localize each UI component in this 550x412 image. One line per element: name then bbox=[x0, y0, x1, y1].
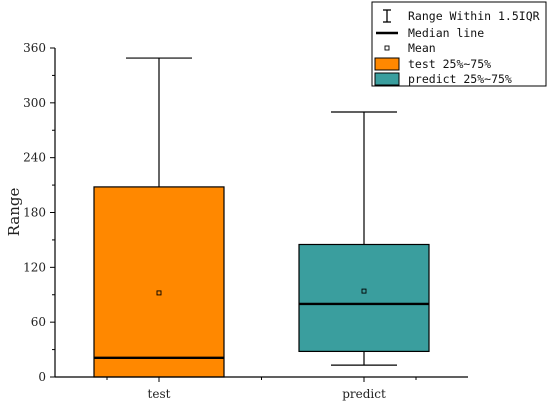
legend-box-swatch bbox=[374, 57, 400, 71]
x-tick-label: predict bbox=[342, 387, 386, 401]
y-ticks: 0 60 120 180 240 300 360 bbox=[23, 41, 55, 384]
box-predict bbox=[298, 111, 430, 366]
legend-box-swatch bbox=[374, 72, 400, 86]
y-tick-label: 360 bbox=[23, 41, 46, 55]
mean-marker bbox=[361, 288, 367, 294]
plot-area bbox=[93, 57, 430, 378]
legend-label: test 25%~75% bbox=[408, 57, 491, 71]
legend-item-whisker: Range Within 1.5IQR bbox=[383, 9, 540, 23]
y-tick-label: 120 bbox=[23, 260, 46, 274]
iqr-box bbox=[93, 186, 225, 378]
legend-item-median: Median line bbox=[376, 26, 484, 40]
y-tick-label: 300 bbox=[23, 96, 46, 110]
legend-label: Mean bbox=[408, 41, 436, 55]
mean-marker bbox=[156, 290, 162, 296]
legend-label: Range Within 1.5IQR bbox=[408, 9, 540, 23]
legend-item-mean: Mean bbox=[384, 41, 436, 55]
y-tick-label: 60 bbox=[31, 315, 46, 329]
y-tick-label: 0 bbox=[38, 370, 46, 384]
legend-label: predict 25%~75% bbox=[408, 72, 512, 86]
iqr-box bbox=[298, 243, 430, 353]
y-axis-title: Range bbox=[5, 188, 23, 237]
legend-frame bbox=[371, 1, 547, 87]
legend-label: Median line bbox=[408, 26, 484, 40]
y-tick-label: 240 bbox=[23, 151, 46, 165]
box-test bbox=[93, 57, 225, 378]
x-ticks: test predict bbox=[106, 377, 417, 401]
legend-mean-symbol bbox=[384, 45, 390, 51]
y-tick-label: 180 bbox=[23, 206, 46, 220]
legend-item-box-predict: predict 25%~75% bbox=[374, 72, 512, 86]
x-tick-label: test bbox=[148, 387, 171, 401]
legend-item-box-test: test 25%~75% bbox=[374, 57, 491, 71]
